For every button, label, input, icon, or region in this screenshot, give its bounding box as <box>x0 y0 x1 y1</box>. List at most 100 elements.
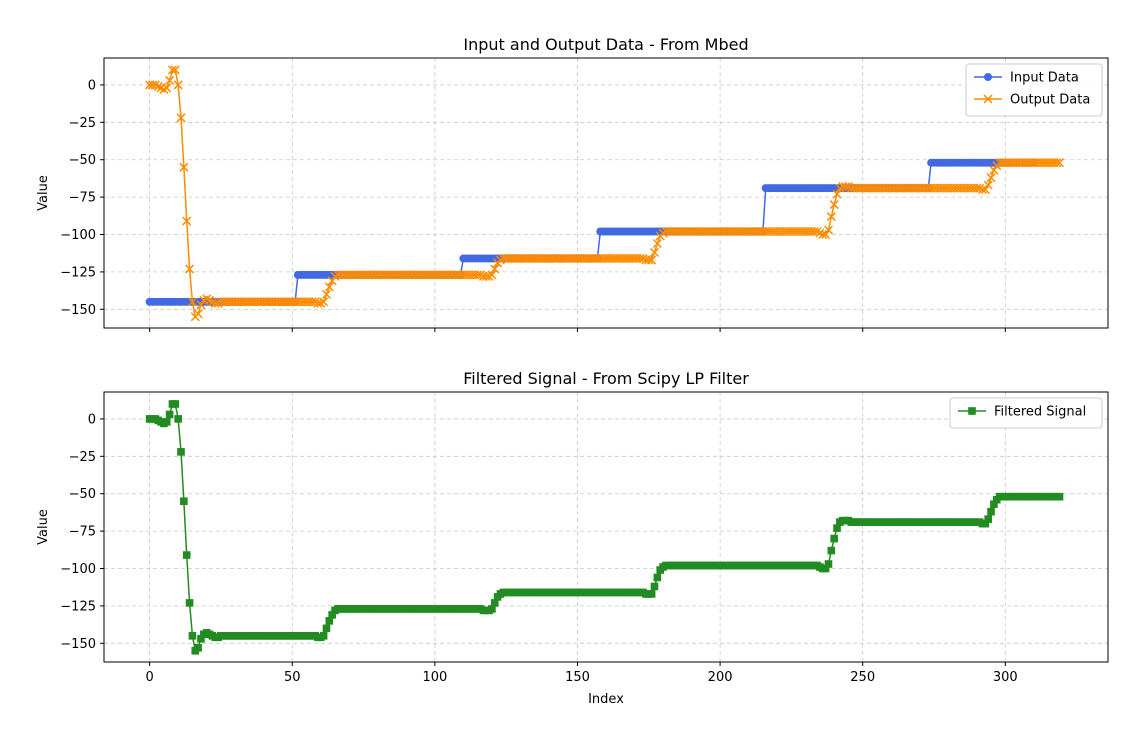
y-tick-label: −75 <box>69 525 96 540</box>
data-point <box>821 229 831 240</box>
data-point <box>313 298 323 308</box>
data-point <box>473 270 483 280</box>
y-tick-label: −50 <box>69 153 96 168</box>
data-point <box>972 183 982 193</box>
y-tick-label: −125 <box>60 265 96 280</box>
panel-filtered-signal: Filtered Signal - From Scipy LP Filter 0… <box>36 369 1109 707</box>
data-point <box>821 564 830 573</box>
data-point <box>647 590 656 598</box>
y-tick-label: 0 <box>88 78 96 93</box>
data-point <box>173 80 183 90</box>
data-point <box>307 297 317 307</box>
x-tick-label: 300 <box>993 670 1018 685</box>
data-point <box>984 515 993 523</box>
data-point <box>182 216 192 226</box>
data-point <box>987 507 995 516</box>
data-point <box>488 605 496 613</box>
data-point <box>490 264 500 274</box>
data-point <box>1054 158 1065 168</box>
data-point <box>832 189 842 199</box>
data-point <box>325 617 334 625</box>
data-point <box>321 289 332 299</box>
plot-frame <box>103 57 1109 329</box>
legend-box <box>949 397 1103 429</box>
data-point <box>197 635 205 643</box>
data-point <box>324 282 334 292</box>
data-point <box>179 162 189 172</box>
legend-label: Input Data <box>1010 71 1079 86</box>
data-point <box>319 632 328 640</box>
x-tick-label: 100 <box>422 670 447 685</box>
data-point <box>833 524 841 532</box>
data-point <box>193 309 203 319</box>
data-point <box>635 253 645 263</box>
y-axis-label: Value <box>36 175 51 211</box>
data-point <box>162 83 172 93</box>
data-point <box>319 297 329 307</box>
x-tick-label: 150 <box>565 670 590 685</box>
data-point <box>829 200 839 210</box>
data-point <box>644 255 654 265</box>
data-point <box>165 75 175 85</box>
data-point <box>176 113 186 123</box>
data-point <box>167 65 177 75</box>
data-point <box>185 264 195 274</box>
data-point <box>210 298 220 308</box>
x-tick-label: 50 <box>284 670 301 685</box>
y-tick-label: −100 <box>60 228 96 243</box>
data-point <box>185 599 194 607</box>
chart-title: Filtered Signal - From Scipy LP Filter <box>463 369 749 388</box>
data-point <box>180 497 188 505</box>
data-point <box>826 212 836 222</box>
plot-frame <box>103 391 1109 663</box>
y-tick-label: −50 <box>69 487 96 502</box>
y-tick-label: −100 <box>60 562 96 577</box>
data-point <box>487 270 497 280</box>
data-point <box>165 410 174 419</box>
data-point <box>647 255 657 265</box>
data-point <box>182 551 191 559</box>
data-point <box>147 80 158 90</box>
data-point <box>824 560 833 568</box>
legend-marker <box>968 407 976 415</box>
legend-marker <box>984 73 992 81</box>
data-point <box>977 185 988 195</box>
y-tick-label: 0 <box>88 412 96 427</box>
y-tick-label: −125 <box>60 599 96 614</box>
legend: Filtered Signal <box>949 397 1103 429</box>
x-tick-label: 0 <box>145 670 153 685</box>
grid <box>104 392 1108 662</box>
data-point <box>650 582 659 591</box>
data-point <box>177 448 185 456</box>
data-point <box>174 415 182 423</box>
x-tick-label: 200 <box>708 670 733 685</box>
panel-input-output: Input and Output Data - From Mbed 0 −25 −5… <box>36 35 1109 332</box>
data-point <box>980 185 990 195</box>
data-point <box>194 643 202 652</box>
data-point <box>162 418 171 426</box>
y-axis-label: Value <box>36 509 51 545</box>
axis-ticks: 0 −25 −50 −75 −100 −125 −150 <box>60 78 1006 332</box>
data-point <box>649 247 660 257</box>
data-point <box>809 226 819 237</box>
data-point <box>187 297 197 307</box>
data-point <box>322 624 331 633</box>
data-point <box>170 65 180 75</box>
data-point <box>653 573 662 582</box>
data-point <box>823 225 834 235</box>
data-point <box>841 182 851 192</box>
axis-ticks: 0 −25 −50 −75 −100 −125 −150 0 50 100 150 200 250 300 <box>60 412 1017 685</box>
data-point <box>490 599 499 607</box>
x-tick-label: 250 <box>850 670 875 685</box>
legend: Input Data Output Data <box>965 63 1103 117</box>
y-tick-label: −25 <box>69 116 96 131</box>
data-point <box>989 165 999 175</box>
series-layer <box>145 400 1064 655</box>
legend-marker <box>983 94 993 104</box>
data-point <box>983 180 993 190</box>
y-tick-label: −75 <box>69 191 96 206</box>
series-filtered-signal <box>145 400 1064 655</box>
data-point <box>830 534 838 543</box>
data-point <box>652 238 662 249</box>
series-output-data <box>145 65 1065 322</box>
